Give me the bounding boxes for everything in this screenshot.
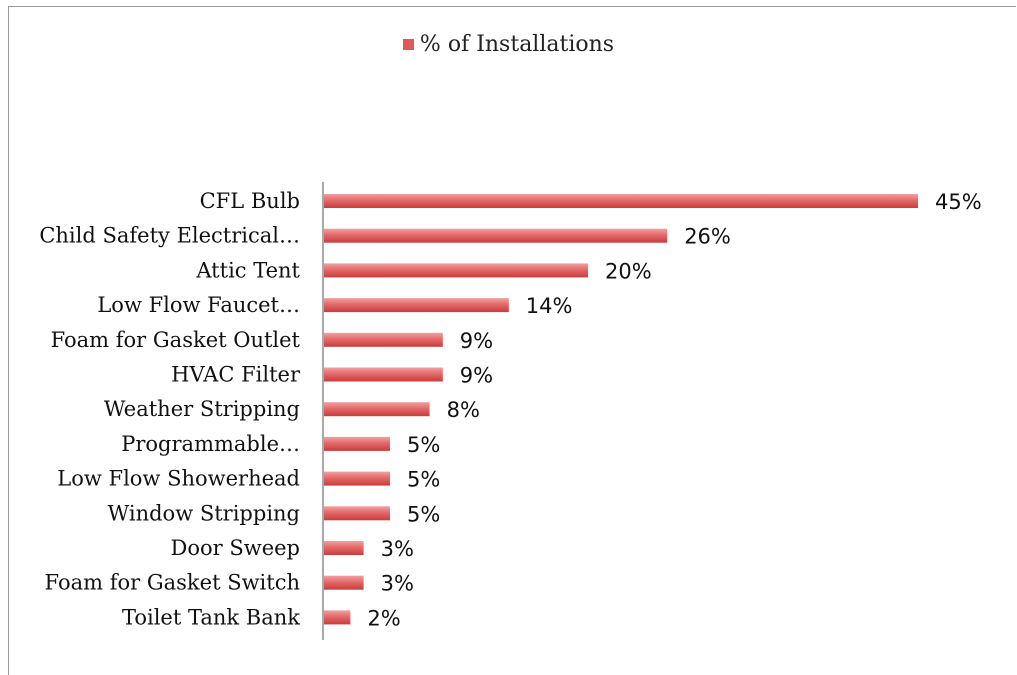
category-label: Door Sweep — [171, 536, 301, 560]
data-label: 20% — [605, 259, 652, 283]
bar — [324, 298, 509, 313]
category-label: Weather Stripping — [104, 397, 300, 421]
category-label: Window Stripping — [108, 501, 300, 525]
data-label: 45% — [935, 190, 982, 214]
bar — [324, 194, 918, 208]
data-label: 9% — [460, 329, 493, 353]
data-label: 2% — [367, 606, 400, 630]
data-label: 3% — [381, 537, 414, 561]
category-label: Foam for Gasket Outlet — [51, 328, 301, 352]
bar — [324, 471, 390, 486]
bar — [324, 402, 430, 417]
data-label: 26% — [684, 225, 731, 249]
chart-frame — [8, 6, 1016, 675]
data-label: 14% — [526, 294, 573, 318]
category-label: HVAC Filter — [171, 363, 301, 387]
data-label: 8% — [447, 398, 480, 422]
category-label: Low Flow Faucet… — [97, 293, 300, 317]
bar — [324, 541, 364, 555]
category-label: Attic Tent — [195, 258, 300, 282]
category-label: Low Flow Showerhead — [57, 467, 300, 491]
bar — [324, 228, 668, 243]
category-label: CFL Bulb — [200, 189, 300, 213]
bar — [324, 575, 364, 590]
bar — [324, 506, 390, 521]
category-label: Foam for Gasket Switch — [45, 571, 300, 595]
data-label: 5% — [407, 468, 440, 492]
category-label: Toilet Tank Bank — [122, 605, 300, 629]
data-label: 9% — [460, 364, 493, 388]
bar — [324, 263, 588, 278]
chart-legend: % of Installations — [0, 32, 1017, 57]
bar — [324, 332, 443, 347]
data-label: 3% — [381, 572, 414, 596]
category-label: Child Safety Electrical… — [39, 224, 300, 248]
bar — [324, 367, 443, 382]
data-label: 5% — [407, 433, 440, 457]
bar — [324, 610, 351, 625]
legend-label: % of Installations — [419, 32, 615, 57]
legend-swatch — [402, 39, 414, 50]
data-label: 5% — [407, 502, 440, 526]
category-label: Programmable… — [121, 432, 300, 456]
bar — [324, 436, 390, 451]
